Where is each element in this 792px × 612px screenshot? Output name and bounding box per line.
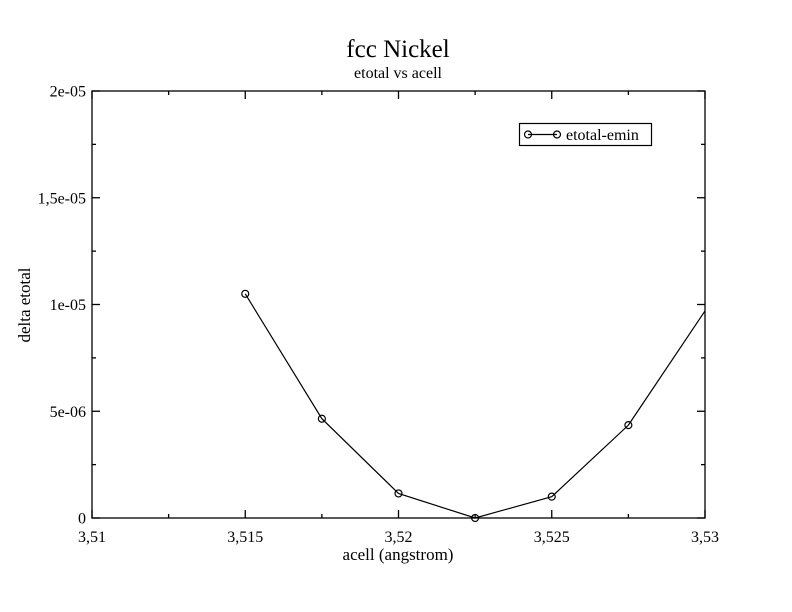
series-line <box>244 293 706 519</box>
y-tick-label: 2e-05 <box>50 84 86 101</box>
y-axis-label: delta etotal <box>15 267 34 342</box>
x-tick-label: 3,53 <box>691 529 719 546</box>
x-tick-label: 3,515 <box>227 529 263 546</box>
x-tick-label: 3,51 <box>78 529 106 546</box>
data-point-marker <box>471 513 480 523</box>
data-point-marker <box>394 489 403 498</box>
axis-tick-labels: 3,51 3,515 3,52 3,525 3,53 0 5e-06 1e-05 1,5e-05… <box>38 84 719 547</box>
legend-marker-icon <box>523 130 533 139</box>
axis-ticks <box>91 90 706 519</box>
data-point-marker <box>624 421 633 430</box>
data-point-marker <box>317 414 326 423</box>
legend-marker-icon <box>552 130 562 139</box>
y-tick-label: 1e-05 <box>50 297 86 314</box>
chart-subtitle: etotal vs acell <box>354 65 443 82</box>
data-series <box>241 289 706 523</box>
plot-frame <box>91 90 706 519</box>
data-point-marker <box>547 492 556 501</box>
y-tick-label: 5e-06 <box>50 404 86 421</box>
x-tick-label: 3,525 <box>534 529 570 546</box>
legend: etotal-emin <box>518 122 653 147</box>
legend-box <box>518 122 653 147</box>
y-tick-label: 0 <box>78 511 86 528</box>
x-tick-label: 3,52 <box>385 529 413 546</box>
legend-label: etotal-emin <box>566 127 639 144</box>
chart-title: fcc Nickel <box>346 36 449 63</box>
y-tick-label: 1,5e-05 <box>38 190 86 207</box>
x-axis-label: acell (angstrom) <box>343 545 454 564</box>
data-point-marker <box>241 289 250 298</box>
